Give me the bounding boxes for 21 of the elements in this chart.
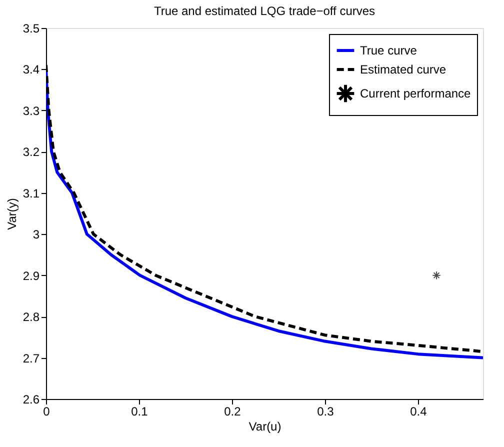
chart-title: True and estimated LQG trade−off curves: [154, 4, 376, 18]
x-tick-label: 0.1: [131, 404, 148, 418]
y-tick-label: 2.6: [22, 392, 40, 406]
legend-label: Estimated curve: [360, 62, 446, 76]
x-tick-label: 0.2: [224, 404, 242, 418]
legend-label: True curve: [360, 44, 418, 58]
y-tick-label: 3.1: [22, 186, 40, 200]
y-tick-label: 2.9: [22, 268, 40, 283]
x-tick-label: 0: [43, 404, 50, 418]
y-axis-title: Var(y): [4, 198, 19, 230]
legend-label: Current performance: [360, 86, 472, 100]
y-tick-label: 3.3: [22, 104, 40, 118]
y-tick-label: 3: [32, 228, 40, 242]
x-tick-label: 0.4: [410, 404, 428, 418]
y-tick-label: 2.8: [22, 310, 40, 324]
y-tick-label: 3.2: [22, 145, 40, 160]
y-tick-label: 3.4: [22, 62, 40, 77]
y-tick-label: 3.5: [22, 22, 40, 36]
x-axis-title: Var(u): [248, 420, 282, 434]
x-tick-label: 0.3: [317, 404, 334, 418]
y-tick-label: 2.7: [22, 351, 40, 366]
